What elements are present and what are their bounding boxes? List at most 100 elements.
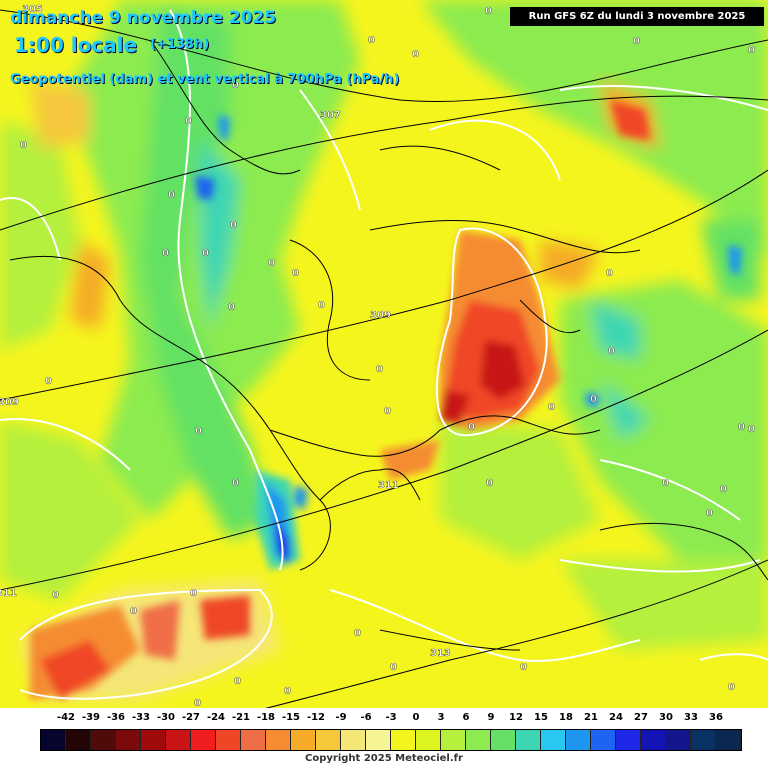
isohypse-label: 311 [378, 480, 399, 491]
forecast-date: dimanche 9 novembre 2025 [10, 8, 277, 28]
legend-tick-label: 36 [709, 712, 723, 723]
legend-color-swatch [191, 730, 216, 750]
zero-label: 0 [168, 190, 175, 201]
legend-tick-label: -3 [385, 712, 397, 723]
zero-label: 0 [292, 268, 299, 279]
zero-label: 0 [202, 248, 209, 259]
legend-color-swatch [266, 730, 291, 750]
zero-label: 0 [384, 406, 391, 417]
isohypse-label: 309 [0, 397, 19, 408]
zero-label: 0 [162, 248, 169, 259]
legend-color-swatch [216, 730, 241, 750]
isohypse-label: 313 [430, 648, 451, 659]
run-info: Run GFS 6Z du lundi 3 novembre 2025 [510, 7, 764, 26]
legend-color-swatch [666, 730, 691, 750]
zero-label: 0 [548, 402, 555, 413]
zero-label: 0 [354, 628, 361, 639]
zero-label: 0 [234, 676, 241, 687]
zero-label: 0 [633, 36, 640, 47]
legend-tick-label: 33 [684, 712, 698, 723]
legend-color-swatch [441, 730, 466, 750]
legend-color-swatch [416, 730, 441, 750]
zero-label: 0 [318, 300, 325, 311]
isohypse-label: 311 [0, 588, 17, 599]
legend-color-swatch [641, 730, 666, 750]
zero-label: 0 [368, 35, 375, 46]
isohypse-label: 309 [370, 310, 391, 321]
legend-color-swatch [541, 730, 566, 750]
zero-label: 0 [608, 346, 615, 357]
legend-tick-label: -15 [281, 712, 301, 723]
variable-description: Geopotentiel (dam) et vent vertical à 70… [10, 72, 400, 87]
legend-color-swatch [566, 730, 591, 750]
zero-label: 0 [590, 394, 597, 405]
legend-tick-label: 9 [487, 712, 495, 723]
legend-tick-label: 18 [559, 712, 573, 723]
zero-label: 0 [520, 662, 527, 673]
zero-label: 0 [606, 268, 613, 279]
legend-tick-label: 0 [412, 712, 420, 723]
coastlines [9, 39, 768, 651]
legend-tick-label: -24 [206, 712, 226, 723]
legend-tick-label: -9 [335, 712, 347, 723]
zero-label: 0 [728, 682, 735, 693]
legend-tick-label: -12 [306, 712, 326, 723]
zero-label: 0 [194, 698, 201, 709]
zero-label: 0 [130, 606, 137, 617]
legend-color-swatch [66, 730, 91, 750]
legend-color-swatch [241, 730, 266, 750]
lead-time: (+138h) [150, 37, 210, 52]
legend-tick-label: -36 [106, 712, 126, 723]
zero-label: 0 [190, 588, 197, 599]
zero-label: 0 [376, 364, 383, 375]
zero-label: 0 [232, 80, 239, 91]
legend-color-swatch [316, 730, 341, 750]
legend-tick-label: -42 [56, 712, 76, 723]
legend-tick-label: -18 [256, 712, 276, 723]
zero-label: 0 [738, 422, 745, 433]
legend-colorbar [40, 729, 742, 751]
legend-tick-label: -33 [131, 712, 151, 723]
isohypse-labels: 305 307 309 309 311 313 311 [0, 4, 451, 659]
zero-label: 0 [20, 140, 27, 151]
legend-color-swatch [491, 730, 516, 750]
legend-tick-label: -39 [81, 712, 101, 723]
legend-color-swatch [116, 730, 141, 750]
isohypse-label: 307 [320, 110, 341, 121]
zero-label: 0 [468, 422, 475, 433]
isohypse-label: 305 [22, 4, 43, 15]
legend-tick-label: 6 [462, 712, 470, 723]
zero-label: 0 [412, 49, 419, 60]
zero-labels: 0 0 0 0 0 0 0 0 0 0 0 0 0 0 0 0 0 0 0 0 … [20, 6, 755, 709]
legend-tick-label: -30 [156, 712, 176, 723]
zero-label: 0 [486, 478, 493, 489]
legend-color-swatch [141, 730, 166, 750]
forecast-time: 1:00 locale [14, 33, 138, 57]
zero-label: 0 [390, 662, 397, 673]
zero-label: 0 [284, 686, 291, 697]
zero-label: 0 [748, 45, 755, 56]
legend-tick-label: 27 [634, 712, 648, 723]
legend-tick-label: 12 [509, 712, 523, 723]
legend-tick-label: -21 [231, 712, 251, 723]
zero-label: 0 [185, 116, 192, 127]
legend-color-swatch [341, 730, 366, 750]
legend-tick-label: -27 [181, 712, 201, 723]
legend-color-swatch [366, 730, 391, 750]
legend-tick-label: 24 [609, 712, 623, 723]
zero-label: 0 [485, 6, 492, 17]
zero-label: 0 [230, 220, 237, 231]
legend-ticks: -42 -39 -36 -33 -30 -27 -24 -21 -18 -15 -12 -9 -6 -3 0… [0, 712, 768, 726]
zero-label: 0 [52, 590, 59, 601]
legend-color-swatch [391, 730, 416, 750]
legend-tick-label: 21 [584, 712, 598, 723]
zero-label: 0 [195, 426, 202, 437]
legend-color-swatch [166, 730, 191, 750]
legend-color-swatch [616, 730, 641, 750]
velocity-contours [0, 9, 768, 700]
zero-label: 0 [268, 258, 275, 269]
legend-color-swatch [41, 730, 66, 750]
legend-color-swatch [466, 730, 491, 750]
zero-label: 0 [748, 424, 755, 435]
